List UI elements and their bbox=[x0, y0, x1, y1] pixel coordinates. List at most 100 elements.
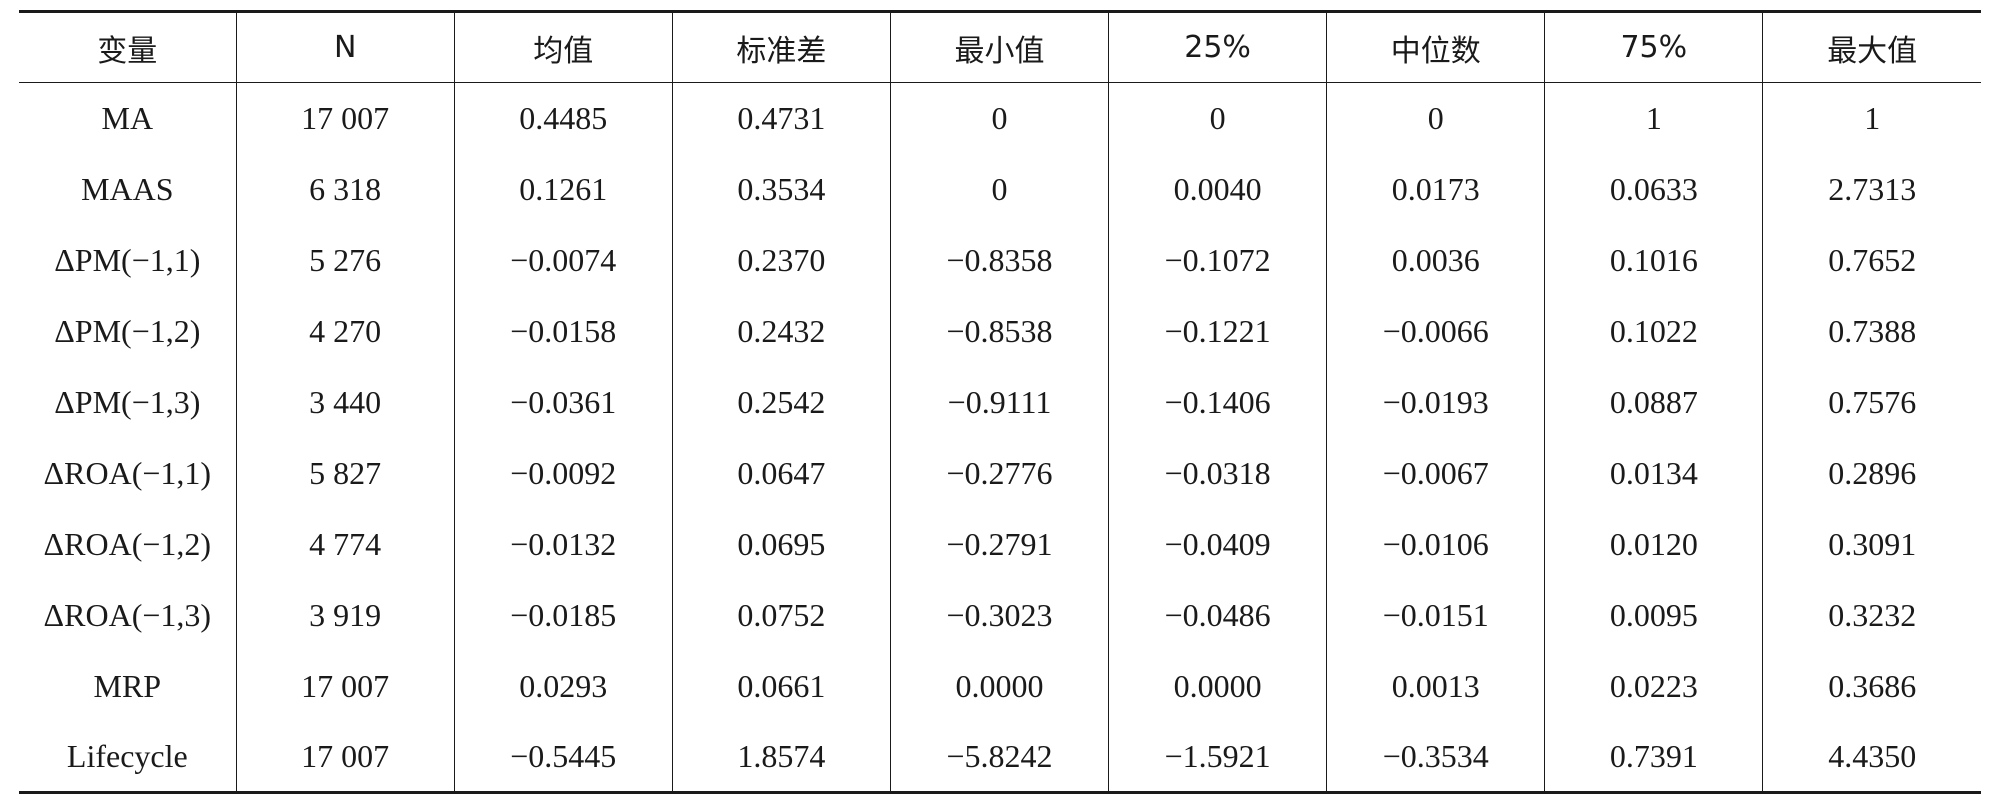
p75-cell: 0.1016 bbox=[1544, 224, 1763, 296]
median-cell: −0.0193 bbox=[1326, 366, 1545, 438]
std-cell: 0.0695 bbox=[671, 508, 891, 580]
min-cell: −0.8538 bbox=[889, 295, 1109, 367]
mean-cell: −0.0158 bbox=[453, 295, 673, 367]
p75-cell: 0.0223 bbox=[1544, 650, 1763, 722]
header-row: 变量 N 均值 标准差 最小值 25% 中位数 75% 最大值 bbox=[19, 10, 1981, 83]
header-p75: 75% bbox=[1544, 10, 1763, 83]
p25-cell: −0.1072 bbox=[1108, 224, 1327, 296]
std-cell: 0.0661 bbox=[671, 650, 891, 722]
table-row: Lifecycle 17 007 −0.5445 1.8574 −5.8242 −1.59… bbox=[19, 721, 1981, 794]
n-cell: 5 827 bbox=[235, 437, 455, 509]
variable-cell: MAAS bbox=[81, 170, 174, 207]
min-cell: −0.8358 bbox=[889, 224, 1109, 296]
descriptive-stats-table: 变量 N 均值 标准差 最小值 25% 中位数 75% 最大值 MA 17 007… bbox=[19, 10, 1981, 794]
std-cell: 0.2542 bbox=[671, 366, 891, 438]
std-cell: 0.3534 bbox=[671, 153, 891, 225]
table-row: ΔPM(−1,2) 4 270 −0.0158 0.2432 −0.8538 −0.122… bbox=[19, 295, 1981, 367]
mean-cell: −0.0361 bbox=[453, 366, 673, 438]
p25-cell: −0.1406 bbox=[1108, 366, 1327, 438]
table-row: MAAS 6 318 0.1261 0.3534 0 0.0040 0.0173 0.0633… bbox=[19, 153, 1981, 225]
min-cell: 0.0000 bbox=[889, 650, 1109, 722]
p25-cell: 0.0000 bbox=[1108, 650, 1327, 722]
max-cell: 1 bbox=[1762, 82, 1981, 154]
table-row: ΔROA(−1,3) 3 919 −0.0185 0.0752 −0.3023 −0.04… bbox=[19, 579, 1981, 651]
table-row: MRP 17 007 0.0293 0.0661 0.0000 0.0000 0.0013 0… bbox=[19, 650, 1981, 722]
header-p25: 25% bbox=[1108, 10, 1327, 83]
median-cell: −0.0151 bbox=[1326, 579, 1545, 651]
std-cell: 0.0647 bbox=[671, 437, 891, 509]
n-cell: 17 007 bbox=[235, 721, 455, 794]
min-cell: −0.3023 bbox=[889, 579, 1109, 651]
std-cell: 0.2370 bbox=[671, 224, 891, 296]
variable-cell: ΔROA(−1,3) bbox=[43, 596, 212, 633]
table-body: MA 17 007 0.4485 0.4731 0 0 0 1 1 MAAS 6 318 0.1261… bbox=[19, 82, 1981, 794]
header-max: 最大值 bbox=[1762, 10, 1981, 83]
p75-cell: 0.0120 bbox=[1544, 508, 1763, 580]
n-cell: 5 276 bbox=[235, 224, 455, 296]
p75-cell: 0.7391 bbox=[1544, 721, 1763, 794]
median-cell: 0.0173 bbox=[1326, 153, 1545, 225]
min-cell: −0.2776 bbox=[889, 437, 1109, 509]
min-cell: −5.8242 bbox=[889, 721, 1109, 794]
max-cell: 0.7576 bbox=[1762, 366, 1981, 438]
mean-cell: −0.0074 bbox=[453, 224, 673, 296]
median-cell: −0.0106 bbox=[1326, 508, 1545, 580]
max-cell: 0.7388 bbox=[1762, 295, 1981, 367]
descriptive-stats-table-container: 变量 N 均值 标准差 最小值 25% 中位数 75% 最大值 MA 17 007… bbox=[19, 10, 1981, 794]
max-cell: 0.3091 bbox=[1762, 508, 1981, 580]
table-row: ΔPM(−1,1) 5 276 −0.0074 0.2370 −0.8358 −0.107… bbox=[19, 224, 1981, 296]
median-cell: −0.0067 bbox=[1326, 437, 1545, 509]
median-cell: 0.0036 bbox=[1326, 224, 1545, 296]
header-mean: 均值 bbox=[453, 10, 673, 83]
header-variable: 变量 bbox=[19, 10, 237, 83]
p25-cell: 0.0040 bbox=[1108, 153, 1327, 225]
median-cell: −0.3534 bbox=[1326, 721, 1545, 794]
max-cell: 0.7652 bbox=[1762, 224, 1981, 296]
n-cell: 4 270 bbox=[235, 295, 455, 367]
table-row: ΔPM(−1,3) 3 440 −0.0361 0.2542 −0.9111 −0.140… bbox=[19, 366, 1981, 438]
std-cell: 1.8574 bbox=[671, 721, 891, 794]
p25-cell: −0.0318 bbox=[1108, 437, 1327, 509]
p75-cell: 0.1022 bbox=[1544, 295, 1763, 367]
median-cell: −0.0066 bbox=[1326, 295, 1545, 367]
n-cell: 3 440 bbox=[235, 366, 455, 438]
header-n: N bbox=[235, 10, 455, 83]
median-cell: 0 bbox=[1326, 82, 1545, 154]
mean-cell: −0.0132 bbox=[453, 508, 673, 580]
mean-cell: 0.0293 bbox=[453, 650, 673, 722]
p75-cell: 0.0633 bbox=[1544, 153, 1763, 225]
mean-cell: −0.0185 bbox=[453, 579, 673, 651]
max-cell: 2.7313 bbox=[1762, 153, 1981, 225]
table-row: ΔROA(−1,1) 5 827 −0.0092 0.0647 −0.2776 −0.03… bbox=[19, 437, 1981, 509]
p75-cell: 0.0887 bbox=[1544, 366, 1763, 438]
variable-cell: Lifecycle bbox=[19, 721, 237, 794]
mean-cell: −0.5445 bbox=[453, 721, 673, 794]
variable-cell: ΔPM(−1,3) bbox=[54, 383, 201, 420]
mean-cell: 0.1261 bbox=[453, 153, 673, 225]
n-cell: 3 919 bbox=[235, 579, 455, 651]
variable-cell: ΔROA(−1,1) bbox=[43, 454, 212, 491]
p25-cell: −0.1221 bbox=[1108, 295, 1327, 367]
p75-cell: 1 bbox=[1544, 82, 1763, 154]
max-cell: 0.3232 bbox=[1762, 579, 1981, 651]
variable-cell: ΔPM(−1,2) bbox=[54, 312, 201, 349]
p75-cell: 0.0134 bbox=[1544, 437, 1763, 509]
std-cell: 0.2432 bbox=[671, 295, 891, 367]
variable-cell: ΔPM(−1,1) bbox=[54, 241, 201, 278]
max-cell: 0.3686 bbox=[1762, 650, 1981, 722]
std-cell: 0.4731 bbox=[671, 82, 891, 154]
header-min: 最小值 bbox=[889, 10, 1109, 83]
n-cell: 17 007 bbox=[235, 82, 455, 154]
header-std: 标准差 bbox=[671, 10, 891, 83]
n-cell: 6 318 bbox=[235, 153, 455, 225]
median-cell: 0.0013 bbox=[1326, 650, 1545, 722]
min-cell: 0 bbox=[889, 82, 1109, 154]
variable-cell: ΔROA(−1,2) bbox=[43, 525, 212, 562]
header-median: 中位数 bbox=[1326, 10, 1545, 83]
variable-cell: MA bbox=[101, 99, 154, 136]
max-cell: 4.4350 bbox=[1762, 721, 1981, 794]
min-cell: −0.9111 bbox=[889, 366, 1109, 438]
std-cell: 0.0752 bbox=[671, 579, 891, 651]
min-cell: −0.2791 bbox=[889, 508, 1109, 580]
p25-cell: −0.0486 bbox=[1108, 579, 1327, 651]
